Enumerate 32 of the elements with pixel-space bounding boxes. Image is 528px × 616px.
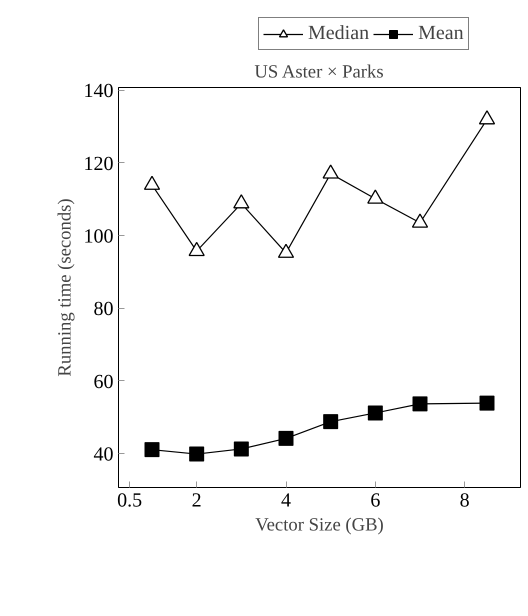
legend-label: Mean bbox=[418, 22, 464, 45]
point bbox=[412, 396, 428, 412]
x-tick-label: 4 bbox=[281, 490, 291, 512]
y-tick-label: 100 bbox=[84, 226, 114, 248]
y-tick-label: 60 bbox=[94, 370, 114, 393]
legend-label: Median bbox=[308, 22, 370, 45]
point bbox=[323, 414, 338, 430]
point bbox=[480, 396, 494, 411]
point bbox=[234, 441, 249, 456]
point bbox=[368, 405, 383, 420]
y-tick-label: 120 bbox=[84, 152, 114, 175]
x-tick-label: 2 bbox=[192, 490, 202, 512]
y-tick-label: 140 bbox=[84, 80, 114, 102]
point bbox=[278, 430, 294, 446]
y-tick-label: 40 bbox=[94, 444, 114, 466]
x-tick-label: 8 bbox=[460, 490, 470, 512]
point bbox=[144, 176, 160, 190]
point bbox=[189, 446, 204, 462]
point bbox=[478, 110, 496, 124]
point bbox=[233, 194, 250, 208]
point bbox=[322, 164, 339, 179]
chart-title: US Aster × Parks bbox=[254, 62, 384, 82]
point bbox=[188, 242, 205, 256]
y-tick-label: 80 bbox=[94, 298, 114, 320]
x-axis-title: Vector Size (GB) bbox=[255, 514, 384, 536]
point bbox=[144, 442, 160, 458]
point bbox=[278, 244, 294, 258]
point bbox=[367, 189, 384, 204]
x-tick-label: 0.5 bbox=[117, 490, 142, 512]
point bbox=[412, 213, 428, 228]
x-tick-label: 6 bbox=[370, 490, 380, 512]
y-axis-title: Running time (seconds) bbox=[54, 198, 76, 377]
